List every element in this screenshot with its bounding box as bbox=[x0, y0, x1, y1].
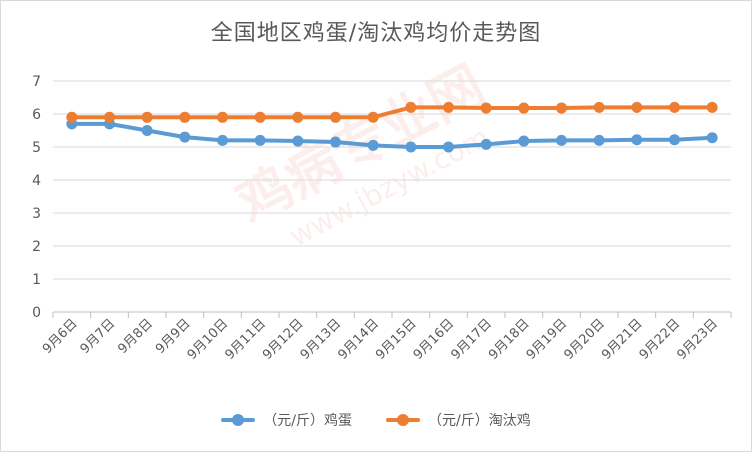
series-1-point bbox=[179, 111, 191, 123]
x-tick-label: 9月8日 bbox=[115, 316, 156, 357]
y-tick-label-0: 0 bbox=[32, 305, 41, 321]
series-0-point bbox=[556, 134, 567, 146]
series-0-point bbox=[179, 131, 191, 143]
series-0-point bbox=[593, 134, 605, 146]
y-tick-label-6: 6 bbox=[32, 107, 41, 123]
series-1-point bbox=[405, 101, 417, 113]
x-tick-label: 9月6日 bbox=[40, 316, 81, 357]
legend-label-eggs: （元/斤）鸡蛋 bbox=[263, 413, 352, 429]
series-0-point bbox=[480, 138, 492, 150]
series-1-point bbox=[669, 101, 680, 113]
y-tick-label-2: 2 bbox=[32, 239, 41, 255]
x-tick-label: 9月15日 bbox=[373, 316, 420, 363]
legend-item-eggs: （元/斤）鸡蛋 bbox=[221, 410, 352, 430]
series-0-point bbox=[706, 132, 718, 144]
series-0-point bbox=[367, 139, 379, 151]
series-1-point bbox=[631, 101, 643, 113]
series-1-point bbox=[518, 102, 530, 114]
legend: （元/斤）鸡蛋 （元/斤）淘汰鸡 bbox=[1, 410, 751, 430]
legend-swatch-eggs bbox=[221, 414, 256, 426]
x-tick-label: 9月22日 bbox=[637, 316, 684, 363]
series-1-point bbox=[367, 111, 379, 123]
x-tick-label: 9月17日 bbox=[448, 316, 495, 363]
series-1-point bbox=[292, 111, 304, 123]
legend-swatch-culled-hens bbox=[386, 414, 420, 426]
series-line-0 bbox=[69, 121, 715, 149]
series-1-point bbox=[254, 111, 266, 123]
y-tick-label-3: 3 bbox=[32, 206, 41, 222]
series-0-point bbox=[292, 135, 304, 147]
series-lines bbox=[66, 101, 718, 153]
series-0-point bbox=[631, 134, 643, 146]
series-1-point bbox=[706, 101, 718, 113]
y-tick-label-5: 5 bbox=[32, 140, 41, 156]
series-1-point bbox=[443, 101, 454, 113]
series-0-point bbox=[669, 134, 680, 146]
x-axis bbox=[52, 311, 732, 318]
series-1-point bbox=[556, 102, 567, 114]
y-tick-label-7: 7 bbox=[32, 74, 41, 90]
series-0-point bbox=[141, 125, 153, 136]
series-1-point bbox=[330, 111, 341, 123]
series-0-point bbox=[254, 134, 266, 146]
x-tick-label: 9月13日 bbox=[298, 316, 345, 363]
series-1-point bbox=[217, 111, 228, 123]
y-tick-label-4: 4 bbox=[32, 173, 41, 189]
series-1-point bbox=[480, 102, 492, 114]
x-tick-label: 9月11日 bbox=[222, 316, 269, 363]
legend-item-culled-hens: （元/斤）淘汰鸡 bbox=[386, 410, 531, 430]
series-1-point bbox=[141, 111, 153, 123]
legend-label-culled-hens: （元/斤）淘汰鸡 bbox=[428, 413, 531, 429]
series-1-point bbox=[66, 111, 78, 123]
x-tick-label: 9月12日 bbox=[260, 316, 307, 363]
x-tick-label: 9月19日 bbox=[524, 316, 571, 363]
chart-title: 全国地区鸡蛋/淘汰鸡均价走势图 bbox=[210, 21, 542, 46]
x-tick-label: 9月21日 bbox=[599, 316, 646, 363]
series-0-point bbox=[443, 141, 454, 153]
x-tick-label: 9月20日 bbox=[561, 316, 608, 363]
series-0-point bbox=[405, 141, 417, 153]
series-0-point bbox=[217, 134, 228, 146]
series-1-point bbox=[593, 101, 605, 113]
series-1-point bbox=[104, 111, 115, 123]
x-axis-labels: 9月6日9月7日9月8日9月9日9月10日9月11日9月12日9月13日9月14… bbox=[40, 316, 721, 363]
x-tick-label: 9月18日 bbox=[486, 316, 533, 363]
series-line-1 bbox=[69, 105, 715, 120]
y-tick-label-1: 1 bbox=[32, 272, 41, 288]
x-tick-label: 9月16日 bbox=[411, 316, 458, 363]
series-0-point bbox=[330, 136, 341, 148]
x-tick-label: 9月23日 bbox=[674, 316, 721, 363]
y-axis-labels: 0 1 2 3 4 5 6 7 bbox=[32, 74, 41, 321]
x-tick-label: 9月7日 bbox=[78, 316, 119, 357]
x-tick-label: 9月14日 bbox=[335, 316, 382, 363]
series-0-point bbox=[518, 135, 530, 147]
x-tick-label: 9月10日 bbox=[185, 316, 232, 363]
